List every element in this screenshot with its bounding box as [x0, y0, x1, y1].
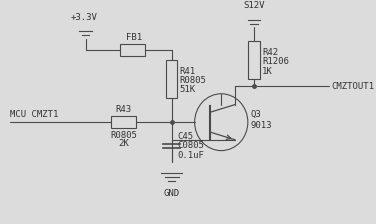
- Text: 2K: 2K: [118, 139, 129, 148]
- Bar: [111, 116, 136, 128]
- Bar: [248, 41, 260, 79]
- Text: R43: R43: [116, 105, 132, 114]
- Text: R41: R41: [180, 67, 196, 75]
- Text: R42: R42: [262, 47, 278, 57]
- Text: FB1: FB1: [126, 33, 143, 42]
- Text: Q3: Q3: [250, 110, 261, 119]
- Text: C0805: C0805: [177, 141, 204, 150]
- Text: +3.3V: +3.3V: [70, 13, 97, 22]
- Text: CMZTOUT1: CMZTOUT1: [331, 82, 374, 91]
- Text: 0.1uF: 0.1uF: [177, 151, 204, 160]
- Text: MCU CMZT1: MCU CMZT1: [10, 110, 59, 119]
- Text: GND: GND: [164, 189, 180, 198]
- Bar: [120, 45, 145, 56]
- Text: R0805: R0805: [110, 131, 137, 140]
- Text: C45: C45: [177, 132, 193, 141]
- Bar: [166, 60, 177, 97]
- Text: 51K: 51K: [180, 86, 196, 95]
- Text: 9013: 9013: [250, 121, 272, 130]
- Text: S12V: S12V: [243, 1, 265, 10]
- Text: 1K: 1K: [262, 67, 273, 75]
- Text: R1206: R1206: [262, 57, 289, 66]
- Text: R0805: R0805: [180, 76, 206, 85]
